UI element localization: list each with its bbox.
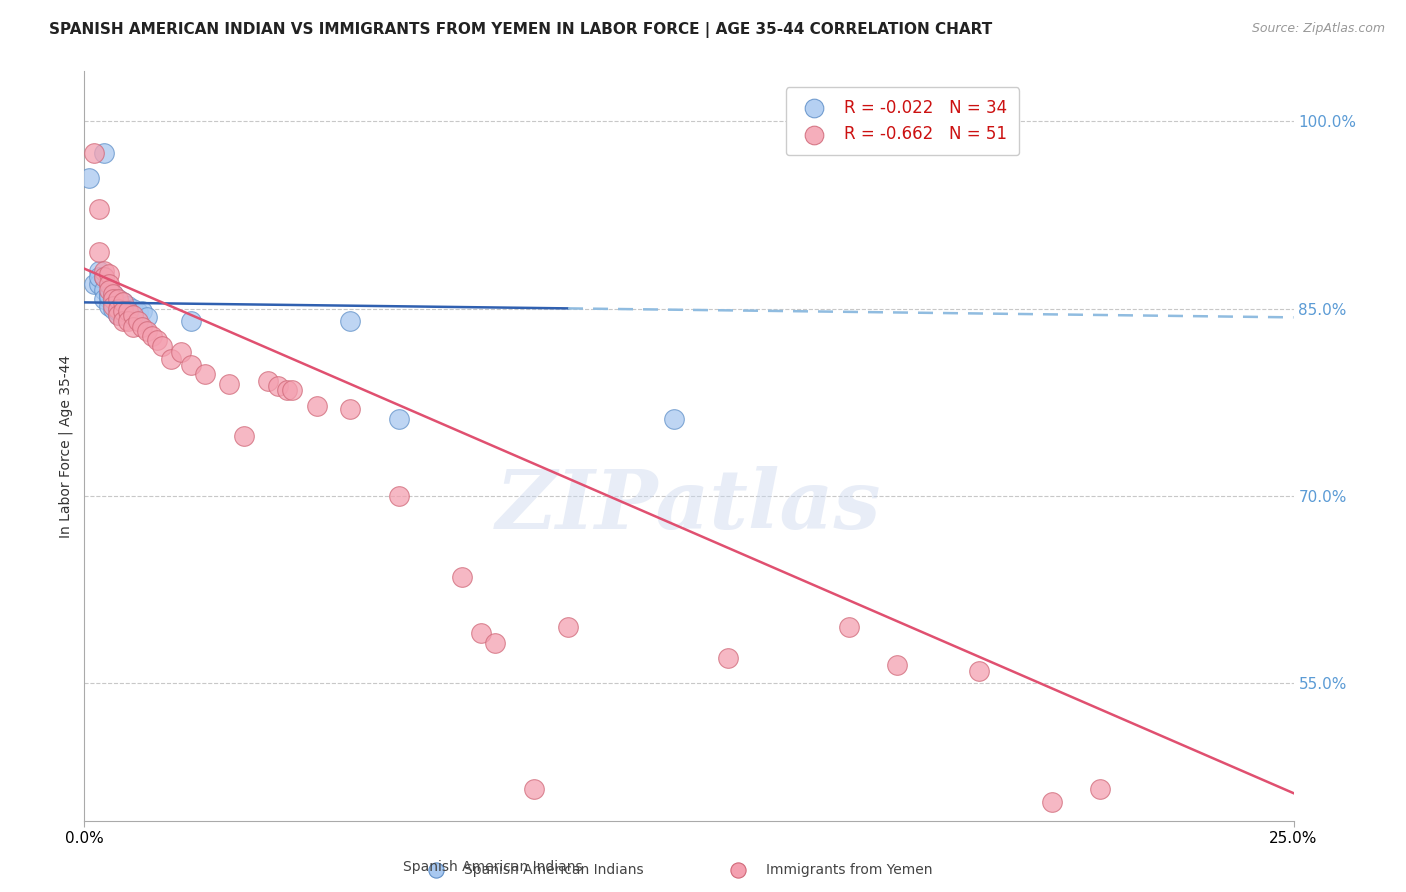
Point [305, 399, 328, 413]
Point [194, 367, 217, 381]
Legend: R = -0.022   N = 34, R = -0.662   N = 51: R = -0.022 N = 34, R = -0.662 N = 51 [786, 87, 1019, 155]
Point [93, 283, 115, 297]
Text: Immigrants from Yemen: Immigrants from Yemen [766, 863, 932, 877]
Point [339, 314, 361, 328]
Point [103, 301, 125, 316]
Point [87, 277, 110, 291]
Point [131, 320, 153, 334]
Point [107, 292, 129, 306]
Point [107, 301, 129, 316]
Point [484, 636, 506, 650]
Point [93, 264, 115, 278]
Point [87, 202, 110, 216]
Y-axis label: In Labor Force | Age 35-44: In Labor Force | Age 35-44 [59, 354, 73, 538]
Point [117, 314, 139, 328]
Point [886, 657, 908, 672]
Point [112, 295, 135, 310]
Point [93, 292, 115, 306]
Point [97, 267, 120, 281]
Point [233, 429, 256, 443]
Point [136, 324, 159, 338]
Point [103, 295, 125, 310]
Point [131, 304, 153, 318]
Point [87, 264, 110, 278]
Point [218, 376, 240, 391]
Point [97, 289, 120, 303]
Point [180, 358, 202, 372]
Point [107, 308, 129, 322]
Point [127, 305, 149, 319]
Point [77, 170, 100, 185]
Point [838, 620, 860, 634]
Point [112, 314, 135, 328]
Point [112, 304, 135, 318]
Point [127, 314, 149, 328]
Point [121, 308, 143, 322]
Point [557, 620, 579, 634]
Point [97, 277, 120, 291]
Text: Source: ZipAtlas.com: Source: ZipAtlas.com [1251, 22, 1385, 36]
Point [103, 286, 125, 301]
Point [257, 374, 280, 388]
Point [160, 351, 183, 366]
Point [97, 292, 120, 306]
Point [276, 383, 298, 397]
Point [97, 299, 120, 313]
Point [112, 308, 135, 322]
Point [87, 270, 110, 285]
Point [97, 283, 120, 297]
Point [967, 664, 990, 678]
Point [470, 626, 492, 640]
Point [103, 299, 125, 313]
Point [180, 314, 202, 328]
Point [170, 345, 193, 359]
Point [83, 145, 105, 160]
Point [450, 570, 472, 584]
Point [523, 782, 546, 797]
Point [117, 304, 139, 318]
Text: ZIPatlas: ZIPatlas [496, 466, 882, 546]
Text: Spanish American Indians: Spanish American Indians [464, 863, 644, 877]
Point [150, 339, 173, 353]
Text: SPANISH AMERICAN INDIAN VS IMMIGRANTS FROM YEMEN IN LABOR FORCE | AGE 35-44 CORR: SPANISH AMERICAN INDIAN VS IMMIGRANTS FR… [49, 22, 993, 38]
Point [136, 310, 159, 325]
Point [146, 333, 169, 347]
Point [664, 411, 686, 425]
Point [388, 411, 411, 425]
Point [112, 301, 135, 316]
Point [267, 379, 290, 393]
Point [87, 245, 110, 260]
Point [107, 292, 129, 306]
Point [107, 308, 129, 322]
Point [717, 651, 740, 665]
Text: Spanish American Indians: Spanish American Indians [402, 860, 596, 874]
Point [281, 383, 304, 397]
Point [103, 286, 125, 301]
Point [141, 329, 163, 343]
Point [121, 301, 143, 316]
Point [107, 304, 129, 318]
Point [93, 145, 115, 160]
Point [117, 304, 139, 318]
Point [117, 299, 139, 313]
Point [121, 320, 143, 334]
Point [83, 277, 105, 291]
Point [1040, 795, 1063, 809]
Point [93, 270, 115, 285]
Point [97, 286, 120, 301]
Point [107, 299, 129, 313]
Point [112, 295, 135, 310]
Point [117, 310, 139, 325]
Point [339, 401, 361, 416]
Point [388, 489, 411, 503]
Point [93, 270, 115, 285]
Point [1088, 782, 1111, 797]
Point [103, 292, 125, 306]
